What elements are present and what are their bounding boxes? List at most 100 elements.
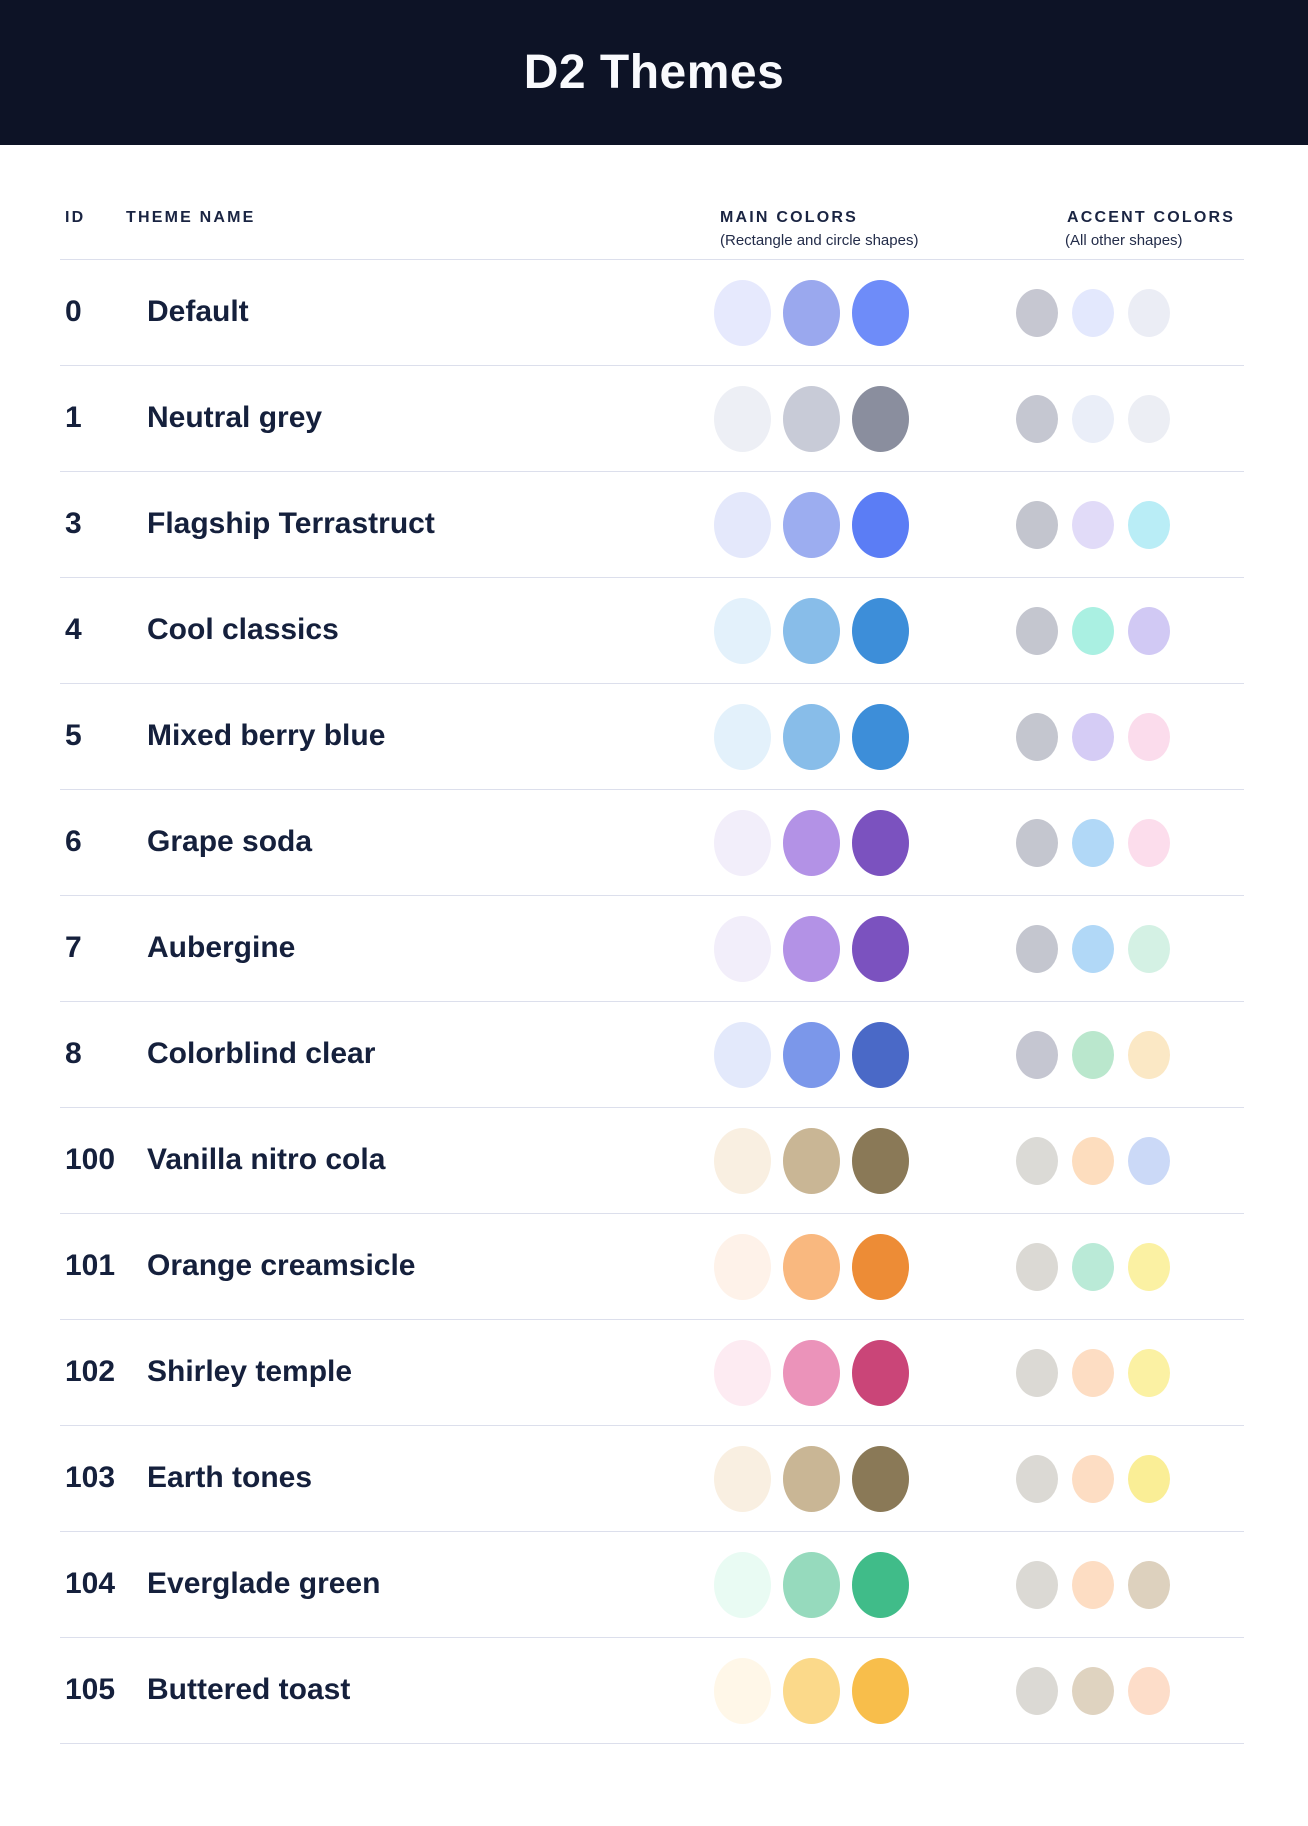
main-color-swatch bbox=[852, 1233, 909, 1300]
column-header-row: ID THEME NAME MAIN COLORS (Rectangle and… bbox=[60, 145, 1244, 260]
theme-name: Earth tones bbox=[147, 1460, 313, 1494]
table-row: 7 Aubergine bbox=[60, 896, 1244, 1002]
theme-id: 8 bbox=[65, 1036, 82, 1070]
accent-color-swatch bbox=[1128, 1242, 1170, 1291]
column-label-theme-name: THEME NAME bbox=[126, 209, 256, 226]
accent-color-swatch bbox=[1072, 1666, 1114, 1715]
main-color-swatch bbox=[852, 1339, 909, 1406]
theme-name: Neutral grey bbox=[147, 400, 323, 434]
accent-color-swatch bbox=[1072, 924, 1114, 973]
accent-color-swatch bbox=[1016, 1242, 1058, 1291]
accent-color-swatch bbox=[1072, 1560, 1114, 1609]
main-color-swatch bbox=[852, 491, 909, 558]
accent-color-swatch bbox=[1128, 818, 1170, 867]
accent-color-swatch bbox=[1072, 288, 1114, 337]
theme-name: Default bbox=[147, 294, 249, 328]
main-color-swatches bbox=[714, 279, 909, 346]
main-color-swatch bbox=[852, 809, 909, 876]
main-color-swatch bbox=[714, 1233, 771, 1300]
theme-id: 6 bbox=[65, 824, 82, 858]
main-color-swatch bbox=[714, 1657, 771, 1724]
table-row: 8 Colorblind clear bbox=[60, 1002, 1244, 1108]
main-color-swatches bbox=[714, 1657, 909, 1724]
table-row: 0 Default bbox=[60, 260, 1244, 366]
theme-name: Buttered toast bbox=[147, 1672, 351, 1706]
main-color-swatches bbox=[714, 1233, 909, 1300]
accent-color-swatch bbox=[1016, 1030, 1058, 1079]
main-color-swatch bbox=[714, 1339, 771, 1406]
accent-color-swatch bbox=[1128, 606, 1170, 655]
theme-name: Orange creamsicle bbox=[147, 1248, 416, 1282]
accent-color-swatch bbox=[1128, 1348, 1170, 1397]
main-color-swatches bbox=[714, 1021, 909, 1088]
column-label-accent-colors: ACCENT COLORS bbox=[1067, 209, 1236, 226]
accent-color-swatches bbox=[1016, 924, 1170, 973]
accent-color-swatches bbox=[1016, 1560, 1170, 1609]
accent-color-swatches bbox=[1016, 1136, 1170, 1185]
main-color-swatch bbox=[783, 1445, 840, 1512]
accent-color-swatch bbox=[1128, 394, 1170, 443]
accent-color-swatch bbox=[1016, 712, 1058, 761]
accent-color-swatches bbox=[1016, 288, 1170, 337]
accent-color-swatch bbox=[1128, 1136, 1170, 1185]
main-color-swatch bbox=[714, 703, 771, 770]
accent-color-swatch bbox=[1072, 1454, 1114, 1503]
main-color-swatch bbox=[783, 809, 840, 876]
main-color-swatch bbox=[714, 597, 771, 664]
main-color-swatch bbox=[783, 597, 840, 664]
accent-color-swatch bbox=[1128, 1666, 1170, 1715]
accent-color-swatch bbox=[1072, 1242, 1114, 1291]
table-row: 3 Flagship Terrastruct bbox=[60, 472, 1244, 578]
main-color-swatch bbox=[714, 1551, 771, 1618]
main-color-swatch bbox=[852, 597, 909, 664]
accent-color-swatch bbox=[1072, 712, 1114, 761]
accent-color-swatch bbox=[1128, 288, 1170, 337]
main-color-swatches bbox=[714, 915, 909, 982]
theme-name: Aubergine bbox=[147, 930, 296, 964]
main-color-swatch bbox=[714, 1127, 771, 1194]
main-color-swatch bbox=[783, 915, 840, 982]
theme-id: 104 bbox=[65, 1566, 116, 1600]
main-color-swatches bbox=[714, 597, 909, 664]
accent-color-swatch bbox=[1072, 606, 1114, 655]
main-color-swatch bbox=[783, 1657, 840, 1724]
themes-table: ID THEME NAME MAIN COLORS (Rectangle and… bbox=[60, 145, 1244, 1744]
main-color-swatch bbox=[714, 915, 771, 982]
main-color-swatch bbox=[852, 703, 909, 770]
theme-id: 103 bbox=[65, 1460, 116, 1494]
theme-name: Grape soda bbox=[147, 824, 313, 858]
table-row: 103 Earth tones bbox=[60, 1426, 1244, 1532]
theme-name: Mixed berry blue bbox=[147, 718, 386, 752]
accent-color-swatch bbox=[1016, 1348, 1058, 1397]
column-label-id: ID bbox=[65, 209, 86, 226]
accent-color-swatch bbox=[1016, 394, 1058, 443]
table-row: 5 Mixed berry blue bbox=[60, 684, 1244, 790]
table-row: 105 Buttered toast bbox=[60, 1638, 1244, 1744]
theme-id: 0 bbox=[65, 294, 82, 328]
main-color-swatch bbox=[783, 385, 840, 452]
main-color-swatches bbox=[714, 491, 909, 558]
accent-color-swatch bbox=[1016, 1454, 1058, 1503]
theme-id: 1 bbox=[65, 400, 82, 434]
table-row: 4 Cool classics bbox=[60, 578, 1244, 684]
main-color-swatch bbox=[852, 1127, 909, 1194]
main-color-swatch bbox=[852, 279, 909, 346]
theme-id: 7 bbox=[65, 930, 82, 964]
theme-name: Colorblind clear bbox=[147, 1036, 376, 1070]
main-color-swatches bbox=[714, 1445, 909, 1512]
accent-color-swatch bbox=[1016, 1560, 1058, 1609]
theme-name: Flagship Terrastruct bbox=[147, 506, 435, 540]
table-row: 1 Neutral grey bbox=[60, 366, 1244, 472]
accent-color-swatch bbox=[1072, 1136, 1114, 1185]
main-color-swatches bbox=[714, 385, 909, 452]
accent-color-swatch bbox=[1128, 1454, 1170, 1503]
accent-color-swatches bbox=[1016, 1242, 1170, 1291]
table-row: 100 Vanilla nitro cola bbox=[60, 1108, 1244, 1214]
accent-color-swatch bbox=[1016, 500, 1058, 549]
theme-id: 4 bbox=[65, 612, 82, 646]
accent-color-swatches bbox=[1016, 606, 1170, 655]
accent-color-swatches bbox=[1016, 1454, 1170, 1503]
main-color-swatches bbox=[714, 809, 909, 876]
main-color-swatch bbox=[783, 1021, 840, 1088]
page-title: D2 Themes bbox=[523, 46, 785, 99]
